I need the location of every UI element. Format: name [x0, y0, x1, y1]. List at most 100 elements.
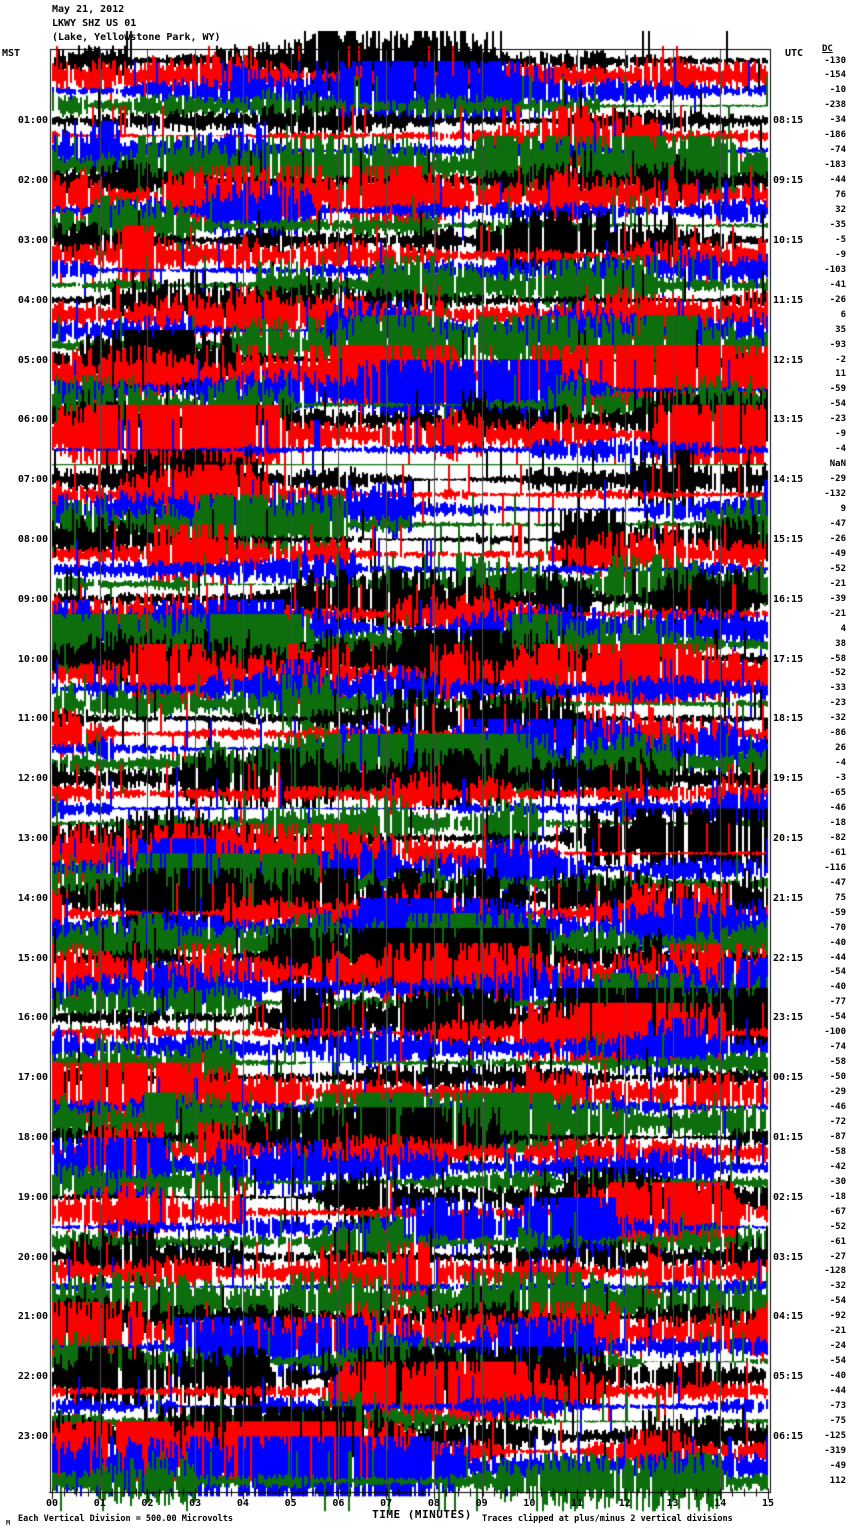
dc-offset-value: -5 — [835, 234, 846, 245]
dc-offset-value: -27 — [829, 1251, 846, 1262]
dc-offset-value: -44 — [829, 1386, 846, 1397]
dc-offset-value: 112 — [829, 1475, 846, 1486]
utc-hour-label: 13:15 — [773, 414, 804, 426]
utc-hour-label: 05:15 — [773, 1371, 804, 1383]
dc-offset-value: -26 — [829, 294, 846, 305]
dc-offset-value: -116 — [824, 862, 846, 873]
utc-hour-label: 14:15 — [773, 474, 804, 486]
dc-offset-value: -61 — [829, 847, 846, 858]
x-axis-title: TIME (MINUTES) — [372, 1508, 472, 1521]
mst-hour-label: 16:00 — [17, 1012, 48, 1024]
dc-offset-value: -40 — [829, 982, 846, 993]
dc-offset-value: -18 — [829, 1191, 846, 1202]
mst-hour-label: 14:00 — [17, 892, 48, 904]
utc-hour-label: 00:15 — [773, 1072, 804, 1084]
dc-offset-value: -21 — [829, 578, 846, 589]
dc-offset-value: -54 — [829, 399, 846, 410]
mst-hour-label: 13:00 — [17, 832, 48, 844]
dc-offset-value: 4 — [840, 623, 846, 634]
mst-hour-label: 11:00 — [17, 713, 48, 725]
dc-offset-value: 75 — [835, 892, 846, 903]
dc-offset-value: -59 — [829, 384, 846, 395]
mst-hour-label: 20:00 — [17, 1251, 48, 1263]
dc-offset-value: -29 — [829, 474, 846, 485]
mst-hour-label: 05:00 — [17, 354, 48, 366]
dc-offset-value: -44 — [829, 952, 846, 963]
dc-offset-value: -74 — [829, 1042, 846, 1053]
dc-offset-value: -21 — [829, 1326, 846, 1337]
dc-offset-value: -33 — [829, 683, 846, 694]
dc-offset-value: -154 — [824, 70, 846, 81]
utc-hour-label: 08:15 — [773, 115, 804, 127]
dc-offset-value: -18 — [829, 817, 846, 828]
mst-hour-label: 10:00 — [17, 653, 48, 665]
x-tick-label: 04 — [236, 1498, 249, 1509]
dc-offset-value: -4 — [835, 758, 846, 769]
utc-hour-label: 10:15 — [773, 234, 804, 246]
x-tick-label: 12 — [618, 1498, 631, 1509]
x-tick-label: 10 — [523, 1498, 536, 1509]
dc-offset-value: -59 — [829, 907, 846, 918]
right-timezone-label: UTC — [785, 48, 804, 59]
dc-offset-value: -23 — [829, 698, 846, 709]
dc-offset-value: -42 — [829, 1161, 846, 1172]
dc-offset-value: -52 — [829, 563, 846, 574]
dc-offset-value: -40 — [829, 1371, 846, 1382]
dc-offset-value: -54 — [829, 1012, 846, 1023]
dc-offset-value: -132 — [824, 489, 846, 500]
mst-hour-label: 06:00 — [17, 414, 48, 426]
dc-offset-value: -9 — [835, 429, 846, 440]
dc-offset-value: -72 — [829, 1116, 846, 1127]
x-tick-label: 00 — [45, 1498, 59, 1509]
dc-offset-value: 38 — [835, 638, 846, 649]
dc-offset-value: -58 — [829, 1146, 846, 1157]
dc-offset-value: -65 — [829, 788, 846, 799]
dc-offset-value: -74 — [829, 145, 846, 156]
mst-hour-label: 01:00 — [17, 115, 48, 127]
dc-offset-value: -49 — [829, 1460, 846, 1471]
utc-hour-label: 18:15 — [773, 713, 804, 725]
dc-offset-value: -54 — [829, 1296, 846, 1307]
dc-offset-value: 26 — [835, 743, 846, 754]
dc-offset-value: -32 — [829, 713, 846, 724]
dc-offset-value: -44 — [829, 175, 846, 186]
utc-hour-label: 04:15 — [773, 1311, 804, 1323]
x-tick-label: 07 — [380, 1498, 393, 1509]
dc-offset-value: -35 — [829, 219, 846, 230]
x-tick-label: 14 — [714, 1498, 727, 1509]
dc-offset-value: -86 — [829, 728, 846, 739]
dc-offset-value: -67 — [829, 1206, 846, 1217]
mst-hour-label: 19:00 — [17, 1191, 48, 1203]
dc-offset-value: -82 — [829, 832, 846, 843]
dc-offset-value: -100 — [824, 1027, 846, 1038]
x-tick-label: 13 — [666, 1498, 679, 1509]
dc-offset-value: -238 — [824, 100, 846, 111]
dc-offset-value: -9 — [835, 249, 846, 260]
corner-mark: M — [6, 1519, 11, 1527]
utc-hour-label: 22:15 — [773, 952, 804, 964]
dc-offset-value: -183 — [824, 160, 846, 171]
dc-column-header: DC — [822, 44, 833, 54]
dc-offset-value: -103 — [824, 264, 846, 275]
dc-offset-value: 35 — [835, 324, 846, 335]
dc-offset-value: -3 — [835, 773, 846, 784]
x-tick-label: 03 — [189, 1498, 202, 1509]
utc-hour-label: 20:15 — [773, 832, 804, 844]
utc-hour-label: 11:15 — [773, 294, 804, 306]
utc-hour-label: 09:15 — [773, 175, 804, 187]
dc-offset-value: -46 — [829, 803, 846, 813]
dc-offset-value: -46 — [829, 1102, 846, 1112]
dc-offset-value: -26 — [829, 533, 846, 544]
utc-hour-label: 02:15 — [773, 1191, 804, 1203]
dc-offset-value: -186 — [824, 130, 846, 141]
dc-offset-value: NaN — [829, 459, 846, 470]
dc-offset-value: -77 — [829, 997, 846, 1008]
dc-offset-value: -319 — [824, 1445, 846, 1456]
mst-hour-label: 17:00 — [17, 1072, 48, 1084]
dc-offset-value: 6 — [840, 309, 846, 320]
mst-hour-label: 18:00 — [17, 1131, 48, 1143]
x-tick-label: 01 — [93, 1498, 106, 1509]
dc-offset-value: -21 — [829, 608, 846, 619]
plot-date: May 21, 2012 — [52, 4, 125, 15]
mst-hour-label: 12:00 — [17, 773, 48, 785]
